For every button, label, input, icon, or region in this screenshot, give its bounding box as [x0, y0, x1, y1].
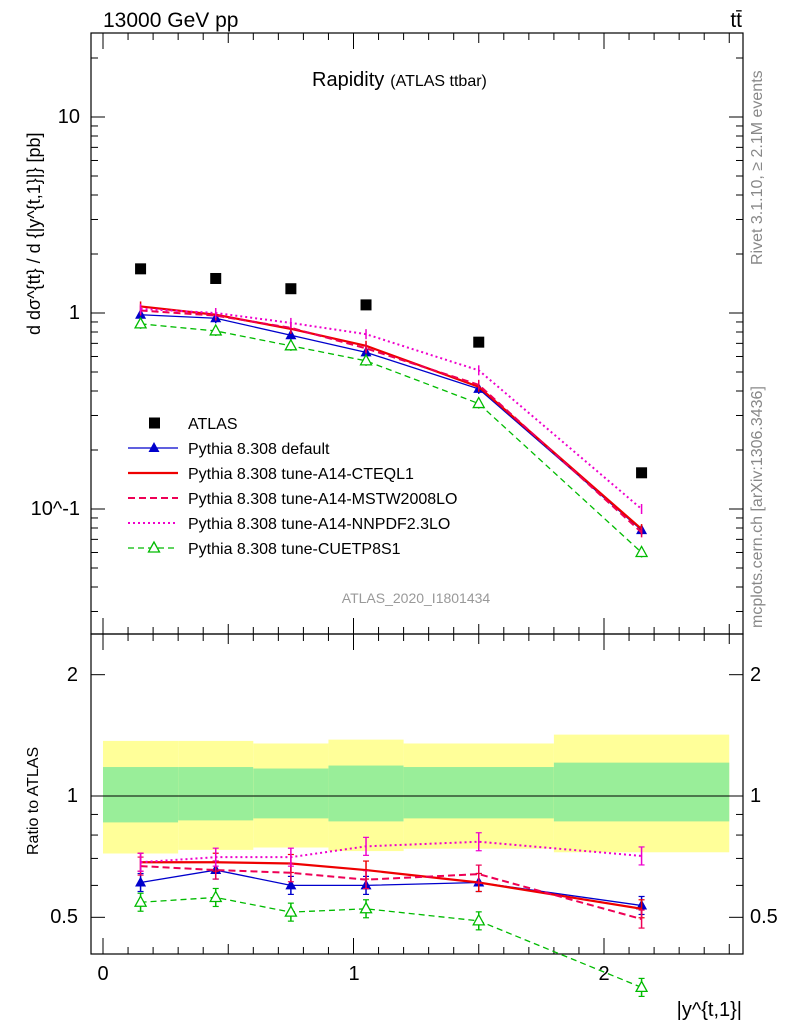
title-sub: (ATLAS ttbar) — [390, 73, 487, 90]
axis-ticks — [91, 33, 743, 954]
series-line-ratio-4 — [140, 896, 642, 989]
ytick-main-1: 1 — [69, 302, 80, 324]
series-point-ratio-4 — [472, 913, 486, 926]
green-band-bin-0 — [103, 767, 179, 823]
atlas-point — [360, 299, 372, 311]
ytick-ratio-0.5-left: 0.5 — [50, 906, 78, 928]
green-band-bin-2 — [253, 768, 329, 819]
series-point-ratio-0 — [135, 876, 147, 887]
series-line-main-3 — [140, 307, 643, 510]
ytick-ratio-0.5-right: 0.5 — [750, 906, 778, 928]
series-line-ratio-3 — [140, 840, 642, 864]
y-axis-label-ratio: Ratio to ATLAS — [25, 747, 42, 855]
legend-label-atlas: ATLAS — [188, 416, 238, 433]
atlas-point — [135, 263, 147, 275]
analysis-id: ATLAS_2020_I1801434 — [342, 590, 491, 606]
legend-label-mstw2008lo: Pythia 8.308 tune-A14-MSTW2008LO — [188, 491, 457, 508]
atlas-data-points — [135, 263, 648, 479]
series-line-ratio-2 — [140, 865, 642, 921]
series-line-main-0 — [140, 314, 643, 531]
legend-label-cteql1: Pythia 8.308 tune-A14-CTEQL1 — [188, 466, 414, 483]
atlas-point — [473, 336, 485, 348]
rivet-version-label: Rivet 3.1.10, ≥ 2.1M events — [749, 70, 766, 265]
legend-label-cuetp8s1: Pythia 8.308 tune-CUETP8S1 — [188, 541, 401, 558]
mcplots-label: mcplots.cern.ch [arXiv:1306.3436] — [749, 386, 766, 628]
ratio-uncertainty-bands — [103, 734, 730, 854]
series-point-ratio-4 — [209, 890, 223, 903]
y-axis-label-main: d dσ^{tt} / d {|y^{t,1}|} [pb] — [24, 133, 44, 336]
legend-label-nnpdf23lo: Pythia 8.308 tune-A14-NNPDF2.3LO — [188, 516, 450, 533]
series-point-main-4 — [133, 316, 148, 329]
process-label: tt̄ — [730, 9, 742, 32]
atlas-point — [285, 283, 297, 295]
green-band-bin-1 — [178, 767, 254, 821]
legend-markers — [128, 417, 178, 553]
series-point-main-4 — [209, 323, 223, 336]
x-axis-label: |y^{t,1}| — [677, 999, 742, 1021]
series-point-ratio-4 — [284, 904, 298, 917]
series-point-ratio-4 — [359, 901, 373, 914]
main-series — [133, 301, 649, 558]
legend-marker-4 — [147, 540, 161, 553]
energy-label: 13000 GeV pp — [103, 9, 238, 32]
ytick-main-10: 10 — [58, 106, 80, 128]
title-main: Rapidity — [312, 69, 384, 91]
series-point-main-4 — [634, 545, 649, 558]
legend-label-default: Pythia 8.308 default — [188, 441, 330, 458]
ytick-ratio-2-right: 2 — [750, 664, 761, 686]
series-line-main-4 — [140, 323, 643, 553]
legend: ATLAS Pythia 8.308 default Pythia 8.308 … — [188, 416, 457, 558]
atlas-point — [636, 467, 648, 479]
xtick-0: 0 — [97, 963, 108, 985]
green-band-bin-5 — [553, 762, 730, 822]
xtick-2: 2 — [598, 963, 609, 985]
green-band-bin-4 — [403, 767, 554, 819]
green-band-bin-3 — [328, 765, 404, 822]
ratio-series — [133, 832, 649, 998]
atlas-point — [210, 272, 222, 284]
legend-marker-0 — [148, 442, 160, 452]
plot-title: Rapidity (ATLAS ttbar) — [312, 69, 487, 91]
series-point-main-4 — [284, 338, 298, 351]
series-point-main-4 — [472, 396, 486, 409]
ytick-main-0.1: 10^-1 — [31, 498, 80, 520]
series-line-main-2 — [140, 309, 643, 534]
ytick-ratio-1-left: 1 — [67, 785, 78, 807]
ytick-ratio-1-right: 1 — [750, 785, 761, 807]
series-point-main-4 — [359, 353, 373, 366]
xtick-1: 1 — [348, 963, 359, 985]
series-point-ratio-0 — [285, 879, 297, 890]
legend-marker-atlas — [149, 417, 160, 429]
series-point-ratio-4 — [634, 980, 649, 993]
ytick-ratio-2-left: 2 — [67, 664, 78, 686]
series-point-main-0 — [285, 329, 297, 340]
ratio-frame — [90, 633, 744, 955]
series-point-ratio-4 — [133, 894, 148, 907]
series-line-ratio-1 — [140, 861, 642, 910]
